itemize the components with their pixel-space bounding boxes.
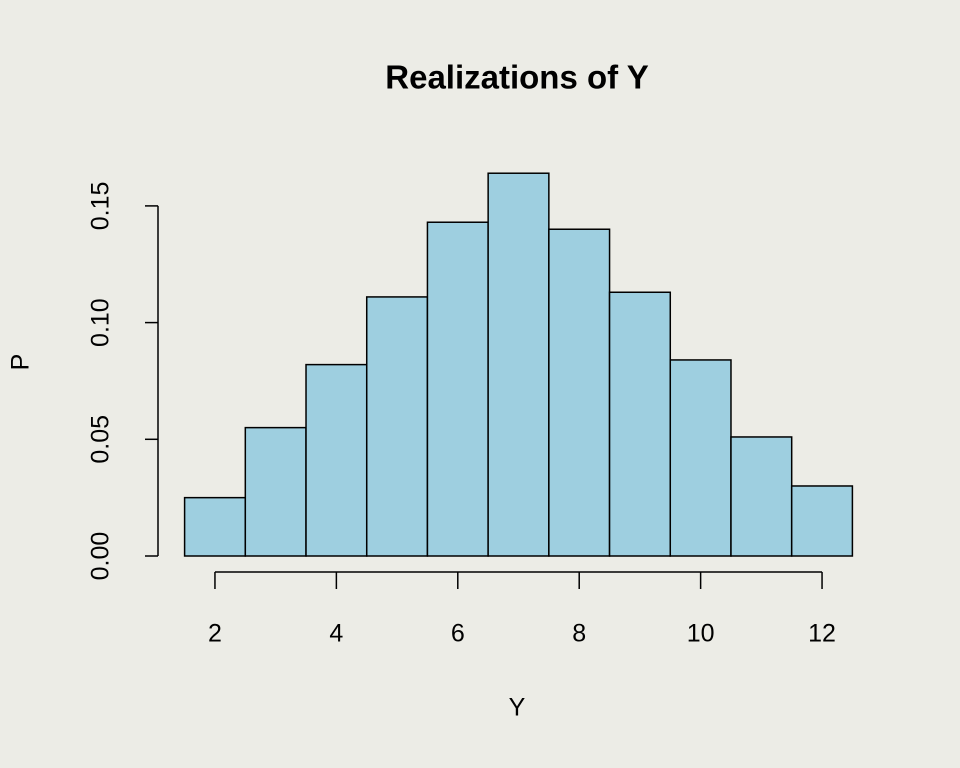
bar: [305, 363, 368, 557]
y-tick-label: 0.00: [87, 532, 115, 581]
x-tick-label: 12: [808, 620, 836, 648]
bar: [365, 296, 429, 557]
x-tick-label: 4: [329, 620, 343, 648]
x-tick-label: 2: [208, 620, 222, 648]
x-tick-label: 8: [572, 620, 586, 648]
bar: [669, 359, 732, 557]
bar: [608, 291, 672, 557]
bar: [790, 485, 854, 557]
x-tick-label: 6: [451, 620, 465, 648]
bar: [426, 221, 489, 557]
bar: [548, 228, 611, 557]
y-tick-label: 0.05: [87, 415, 115, 464]
y-axis-label: P: [7, 354, 35, 371]
x-tick-label: 10: [687, 620, 715, 648]
x-axis-label: Y: [509, 694, 526, 722]
y-tick-label: 0.10: [87, 298, 115, 347]
bar: [730, 436, 793, 557]
bar: [244, 426, 307, 557]
chart-title: Realizations of Y: [385, 59, 648, 96]
bar: [487, 172, 550, 557]
bar: [183, 496, 247, 557]
y-tick-label: 0.15: [87, 182, 115, 231]
